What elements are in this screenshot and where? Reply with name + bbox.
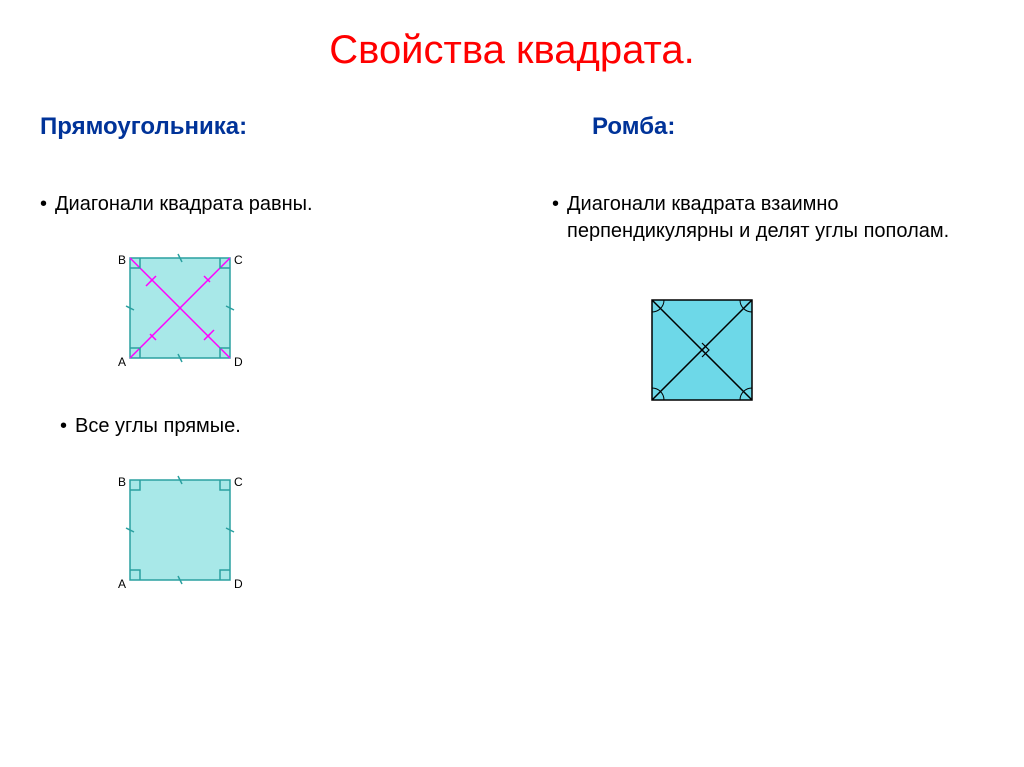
vertex-c: C (234, 475, 243, 489)
vertex-c: C (234, 253, 243, 267)
bullet-icon: • (60, 413, 67, 440)
vertex-a: A (118, 355, 126, 369)
page-title: Свойства квадрата. (0, 0, 1024, 73)
vertex-b: B (118, 253, 126, 267)
column-rectangle: Прямоугольника: • Диагонали квадрата рав… (40, 113, 512, 635)
vertex-a: A (118, 577, 126, 591)
vertex-d: D (234, 577, 243, 591)
bullet-text: Диагонали квадрата взаимно перпендикуляр… (567, 191, 984, 245)
bullet-diagonals-equal: • Диагонали квадрата равны. (40, 191, 492, 218)
bullet-icon: • (552, 191, 559, 218)
vertex-d: D (234, 355, 243, 369)
figure-square-angles: B C A D (100, 460, 492, 605)
figure-square-diagonals: B C A D (100, 238, 492, 383)
vertex-b: B (118, 475, 126, 489)
column-rhombus: Ромба: • Диагонали квадрата взаимно перп… (512, 113, 984, 635)
columns-container: Прямоугольника: • Диагонали квадрата рав… (0, 113, 1024, 635)
subtitle-rectangle: Прямоугольника: (40, 113, 492, 141)
bullet-diagonals-perpendicular: • Диагонали квадрата взаимно перпендикул… (552, 191, 984, 245)
subtitle-rhombus: Ромба: (592, 113, 984, 141)
bullet-icon: • (40, 191, 47, 218)
bullet-text: Все углы прямые. (75, 413, 241, 440)
bullet-right-angles: • Все углы прямые. (60, 413, 492, 440)
figure-square-rhombus (632, 285, 984, 420)
bullet-text: Диагонали квадрата равны. (55, 191, 313, 218)
